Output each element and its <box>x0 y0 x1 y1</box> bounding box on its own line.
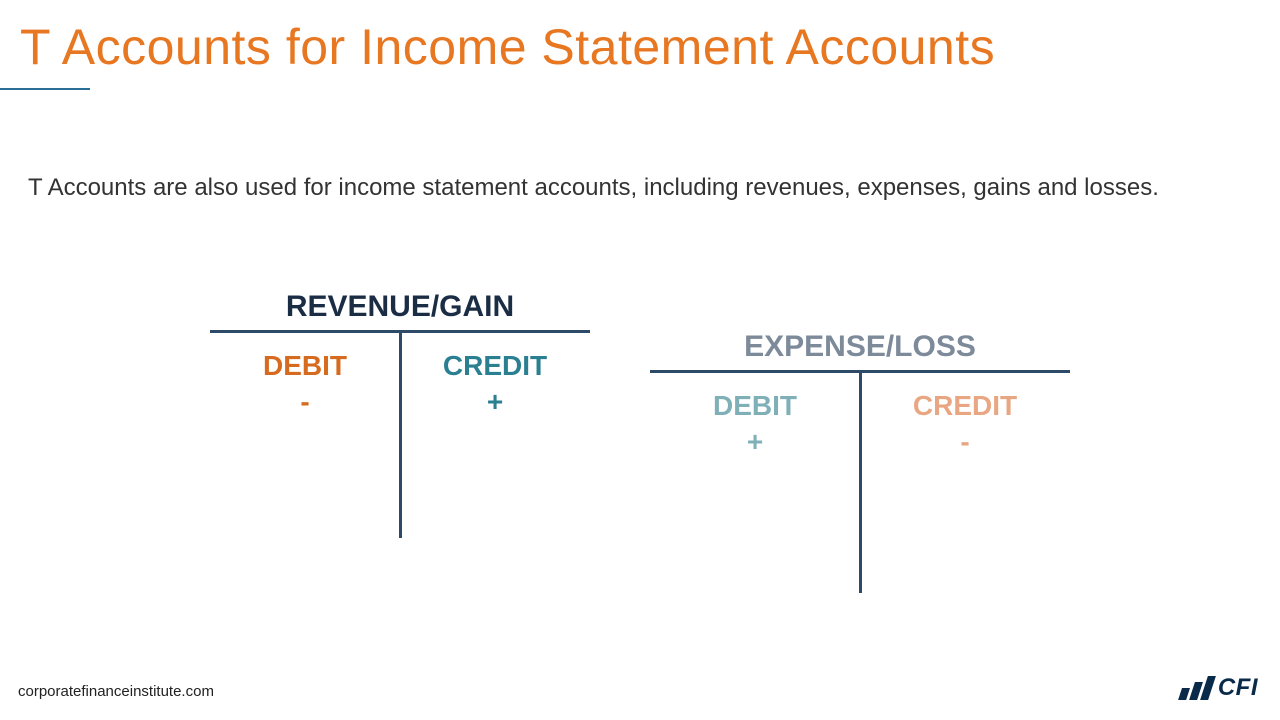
debit-sign: - <box>210 386 400 418</box>
credit-sign: + <box>400 386 590 418</box>
t-credit-column: CREDIT - <box>860 373 1070 458</box>
title-underline <box>0 88 90 90</box>
footer-url: corporatefinanceinstitute.com <box>18 683 214 700</box>
cfi-logo-text: CFI <box>1218 674 1258 702</box>
credit-sign: - <box>860 426 1070 458</box>
t-account-title: REVENUE/GAIN <box>210 290 590 324</box>
debit-label: DEBIT <box>210 351 400 382</box>
t-debit-column: DEBIT - <box>210 333 400 418</box>
credit-label: CREDIT <box>860 391 1070 422</box>
debit-sign: + <box>650 426 860 458</box>
t-credit-column: CREDIT + <box>400 333 590 418</box>
debit-label: DEBIT <box>650 391 860 422</box>
t-columns: DEBIT -CREDIT + <box>210 333 590 418</box>
cfi-logo: CFI <box>1182 674 1258 702</box>
t-account-title: EXPENSE/LOSS <box>650 330 1070 364</box>
t-debit-column: DEBIT + <box>650 373 860 458</box>
cfi-bars-icon <box>1178 676 1216 700</box>
page-title: T Accounts for Income Statement Accounts <box>20 18 1260 76</box>
t-account-revenue: REVENUE/GAIN DEBIT -CREDIT + <box>210 290 590 418</box>
body-text: T Accounts are also used for income stat… <box>28 172 1220 204</box>
credit-label: CREDIT <box>400 351 590 382</box>
slide: T Accounts for Income Statement Accounts… <box>0 0 1280 720</box>
t-columns: DEBIT +CREDIT - <box>650 373 1070 458</box>
t-account-expense: EXPENSE/LOSS DEBIT +CREDIT - <box>650 330 1070 458</box>
